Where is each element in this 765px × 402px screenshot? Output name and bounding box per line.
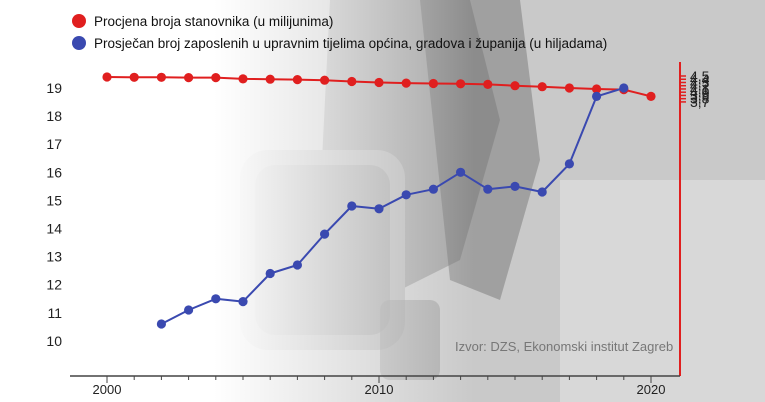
employees-data-point [347, 201, 357, 211]
right-tick-label: 4,2 [690, 78, 710, 94]
employees-series-line [160, 87, 625, 325]
population-data-point [102, 72, 112, 82]
employees-data-point [592, 91, 602, 101]
left-tick-label: 15 [46, 192, 62, 208]
employees-data-point [211, 294, 221, 304]
legend-label-employees: Prosječan broj zaposlenih u upravnim tij… [94, 35, 608, 51]
employees-data-point [619, 83, 629, 93]
x-tick-label: 2000 [93, 382, 122, 397]
population-data-point [646, 91, 656, 101]
right-tick-label: 3,8 [690, 91, 710, 107]
employees-data-point [184, 305, 194, 315]
right-tick-label: 4,0 [690, 84, 710, 100]
population-data-point [510, 81, 520, 91]
employees-data-point [238, 297, 248, 307]
population-data-point [537, 82, 547, 92]
population-data-point [456, 79, 466, 89]
population-data-point [238, 74, 248, 84]
legend-blue-dot [72, 36, 86, 50]
population-data-point [564, 83, 575, 93]
employees-data-point [401, 190, 411, 200]
left-tick-label: 14 [46, 221, 62, 237]
population-data-point [265, 74, 275, 84]
legend-label-population: Procjena broja stanovnika (u milijunima) [94, 13, 334, 29]
right-tick-label: 4,5 [690, 68, 710, 84]
population-data-point [374, 77, 384, 88]
employees-data-point [292, 260, 302, 270]
population-data-point [347, 76, 357, 87]
x-tick-label: 2010 [365, 382, 394, 397]
legend: Procjena broja stanovnika (u milijunima)… [72, 10, 607, 54]
right-tick-label: 3,7 [690, 94, 710, 110]
right-tick-label: 4,1 [690, 81, 710, 97]
employees-data-point [320, 229, 330, 239]
employees-data-point [483, 184, 493, 194]
employees-data-point [428, 184, 438, 194]
employees-data-point [265, 268, 275, 279]
legend-red-dot [72, 14, 86, 28]
left-tick-label: 18 [46, 108, 62, 124]
population-data-point [483, 79, 493, 89]
left-tick-label: 16 [46, 164, 62, 180]
left-tick-label: 12 [46, 277, 62, 293]
employees-data-point [374, 204, 384, 214]
employees-data-point [456, 167, 466, 177]
left-tick-label: 13 [46, 249, 62, 265]
source-note: Izvor: DZS, Ekonomski institut Zagreb [455, 339, 674, 354]
population-data-point [320, 75, 330, 85]
population-data-point [428, 78, 438, 89]
population-data-point [156, 72, 166, 82]
legend-item-population: Procjena broja stanovnika (u milijunima) [72, 10, 607, 32]
left-tick-label: 19 [46, 80, 62, 96]
legend-item-employees: Prosječan broj zaposlenih u upravnim tij… [72, 32, 607, 54]
left-tick-label: 11 [47, 305, 62, 321]
population-data-point [129, 72, 139, 82]
left-tick-label: 10 [46, 333, 62, 349]
x-tick-label: 2020 [637, 382, 666, 397]
population-data-point [401, 78, 411, 88]
population-data-point [184, 73, 194, 83]
right-tick-label: 4,4 [690, 71, 710, 87]
employees-data-point [156, 319, 166, 329]
population-data-point [211, 73, 221, 83]
employees-data-point [537, 187, 547, 197]
right-tick-label: 3,9 [690, 87, 710, 103]
left-tick-label: 17 [46, 136, 62, 152]
population-data-point [592, 84, 602, 94]
right-tick-label: 4,3 [690, 74, 710, 90]
population-data-point [292, 75, 302, 85]
employees-data-point [564, 159, 575, 169]
employees-data-point [510, 181, 520, 191]
